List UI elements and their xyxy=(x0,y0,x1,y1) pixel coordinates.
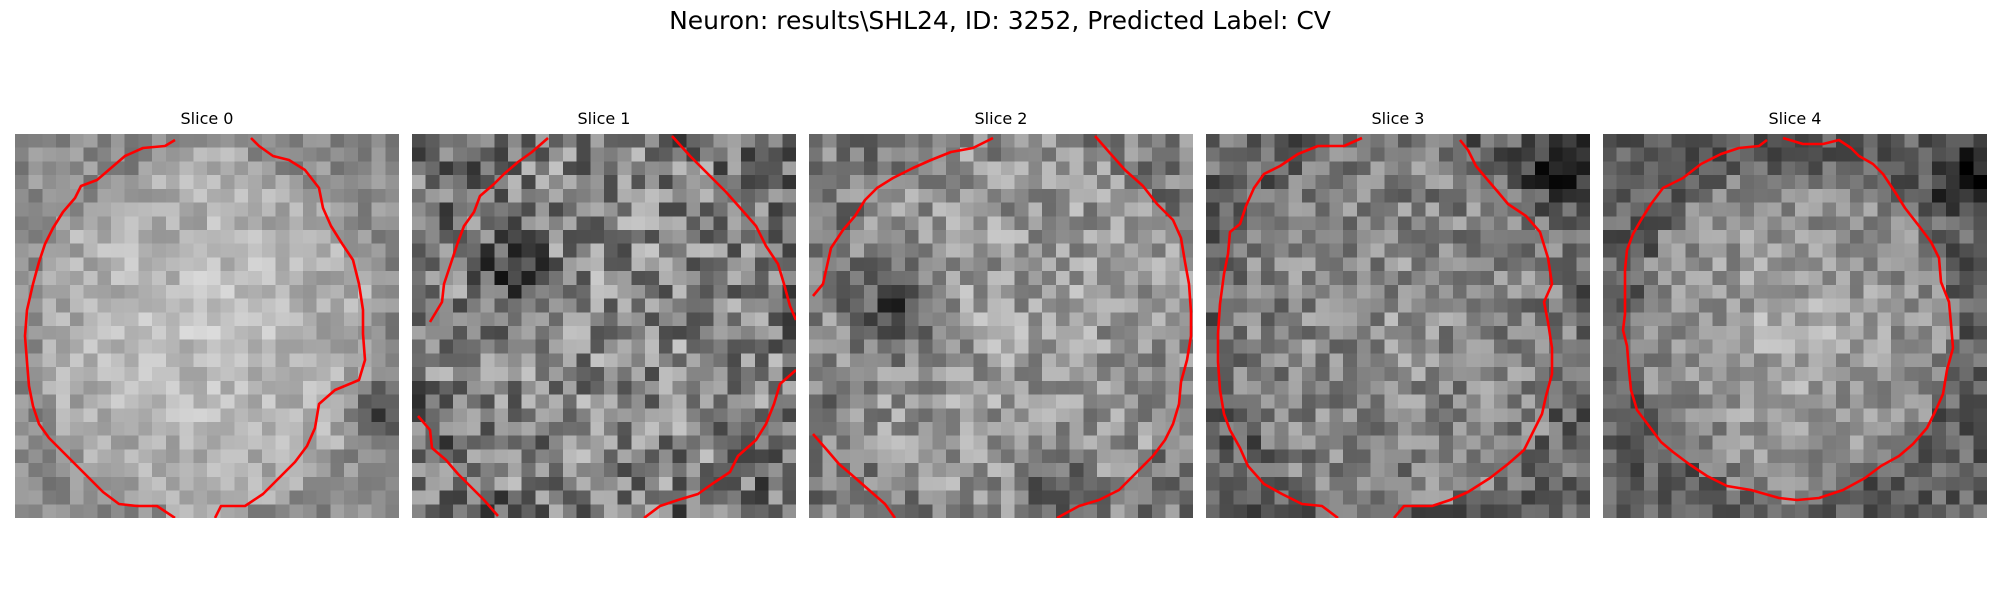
slice-image-0 xyxy=(15,134,399,518)
contour-line-1 xyxy=(671,135,796,321)
slice-image-1 xyxy=(412,134,796,518)
contour-line-2 xyxy=(812,433,897,518)
figure-title: Neuron: results\SHL24, ID: 3252, Predict… xyxy=(669,6,1331,35)
contour-line-1 xyxy=(213,137,367,518)
slice-image-3 xyxy=(1206,134,1590,518)
contour-line-0 xyxy=(1216,136,1363,518)
contour-line-1 xyxy=(1393,139,1554,518)
pixel-grid xyxy=(412,134,796,518)
contour-line-1 xyxy=(1056,135,1193,518)
slice-title-4: Slice 4 xyxy=(1768,109,1822,128)
contour-line-0 xyxy=(1621,136,1955,502)
slice-image-2 xyxy=(809,134,1193,518)
slice-title-1: Slice 1 xyxy=(577,109,631,128)
pixel-grid xyxy=(809,134,1193,518)
slice-title-3: Slice 3 xyxy=(1371,109,1425,128)
slice-title-0: Slice 0 xyxy=(180,109,234,128)
pixel-grid xyxy=(1206,134,1590,518)
slice-image-4 xyxy=(1603,134,1987,518)
contour-line-0 xyxy=(23,138,176,518)
contour-line-0 xyxy=(428,137,549,323)
contour-line-3 xyxy=(643,369,796,518)
pixel-grid xyxy=(15,134,399,518)
contour-line-0 xyxy=(812,136,994,297)
slice-title-2: Slice 2 xyxy=(974,109,1028,128)
contour-line-2 xyxy=(417,415,499,517)
